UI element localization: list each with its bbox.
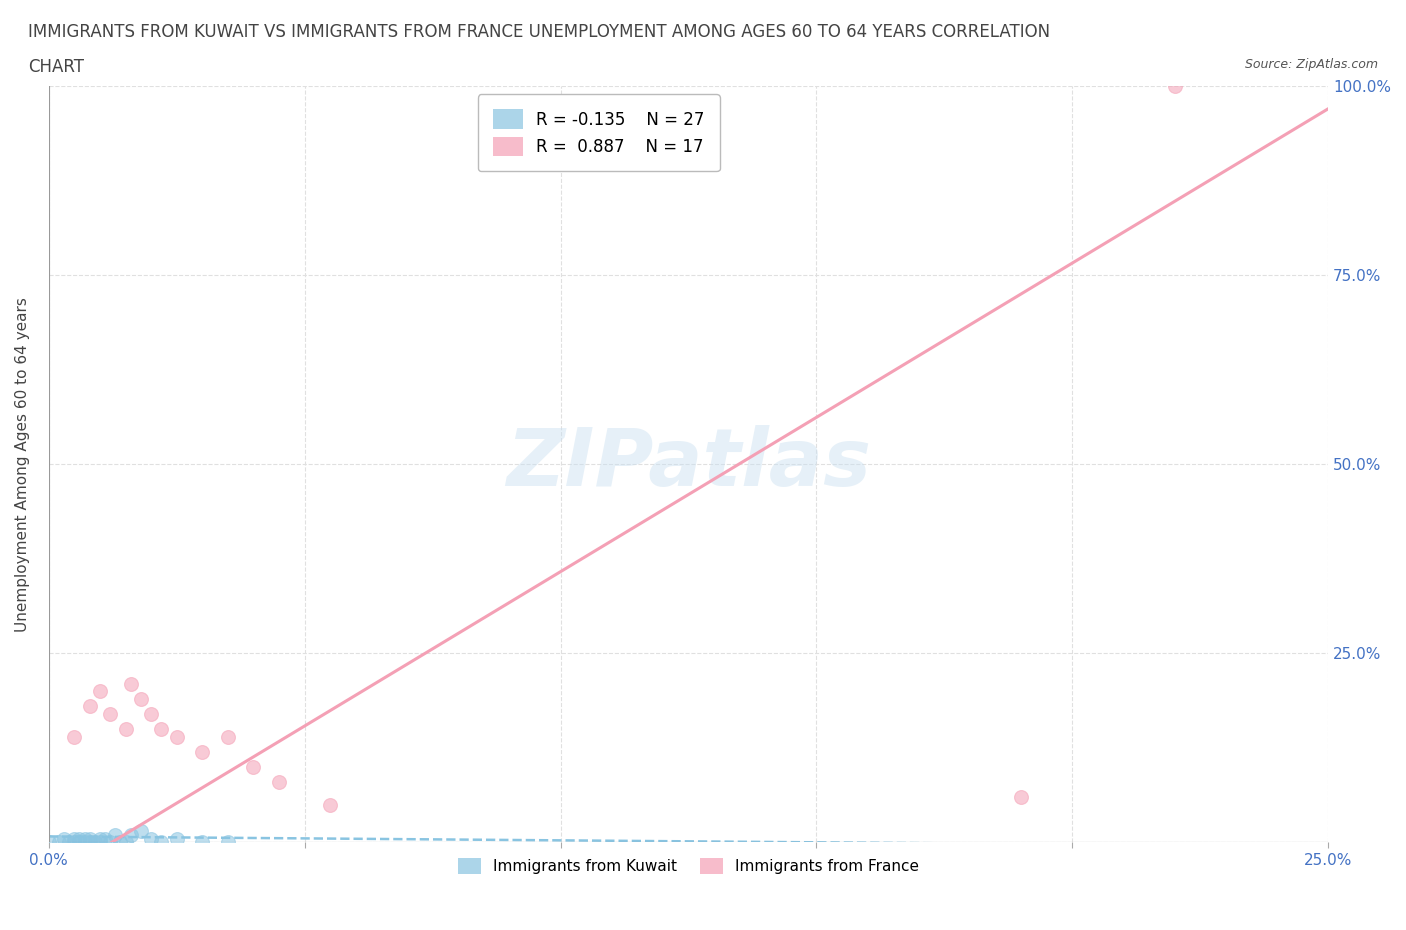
Point: [79, 831, 101, 846]
Point: [94, 831, 117, 846]
Point: [110, 835, 132, 850]
Point: [63, 831, 86, 846]
Point: [191, 744, 214, 759]
Point: [89, 835, 111, 850]
Point: [53, 831, 76, 846]
Point: [89, 684, 111, 698]
Point: [1010, 790, 1032, 804]
Point: [69, 831, 91, 846]
Point: [89, 831, 111, 846]
Point: [166, 831, 188, 846]
Point: [98, 835, 121, 850]
Point: [114, 835, 136, 850]
Point: [150, 835, 173, 850]
Point: [79, 698, 101, 713]
Point: [217, 729, 239, 744]
Point: [139, 707, 162, 722]
Point: [319, 797, 342, 812]
Point: [242, 760, 264, 775]
Point: [98, 707, 121, 722]
Point: [114, 722, 136, 737]
Point: [38, 835, 60, 850]
Point: [1163, 79, 1185, 94]
Point: [63, 729, 86, 744]
Y-axis label: Unemployment Among Ages 60 to 64 years: Unemployment Among Ages 60 to 64 years: [15, 297, 30, 631]
Point: [191, 835, 214, 850]
Text: Source: ZipAtlas.com: Source: ZipAtlas.com: [1244, 58, 1378, 71]
Point: [129, 824, 152, 839]
Point: [73, 835, 96, 850]
Text: ZIPatlas: ZIPatlas: [506, 425, 870, 503]
Point: [267, 775, 290, 790]
Point: [129, 691, 152, 706]
Point: [83, 835, 105, 850]
Point: [166, 729, 188, 744]
Point: [120, 676, 142, 691]
Point: [73, 831, 96, 846]
Point: [150, 722, 173, 737]
Point: [58, 835, 80, 850]
Point: [139, 831, 162, 846]
Point: [217, 835, 239, 850]
Point: [120, 828, 142, 843]
Text: IMMIGRANTS FROM KUWAIT VS IMMIGRANTS FROM FRANCE UNEMPLOYMENT AMONG AGES 60 TO 6: IMMIGRANTS FROM KUWAIT VS IMMIGRANTS FRO…: [28, 23, 1050, 41]
Text: CHART: CHART: [28, 58, 84, 75]
Point: [69, 835, 91, 850]
Point: [79, 835, 101, 850]
Point: [63, 835, 86, 850]
Legend: Immigrants from Kuwait, Immigrants from France: Immigrants from Kuwait, Immigrants from …: [451, 852, 925, 880]
Point: [48, 835, 70, 850]
Point: [104, 828, 127, 843]
